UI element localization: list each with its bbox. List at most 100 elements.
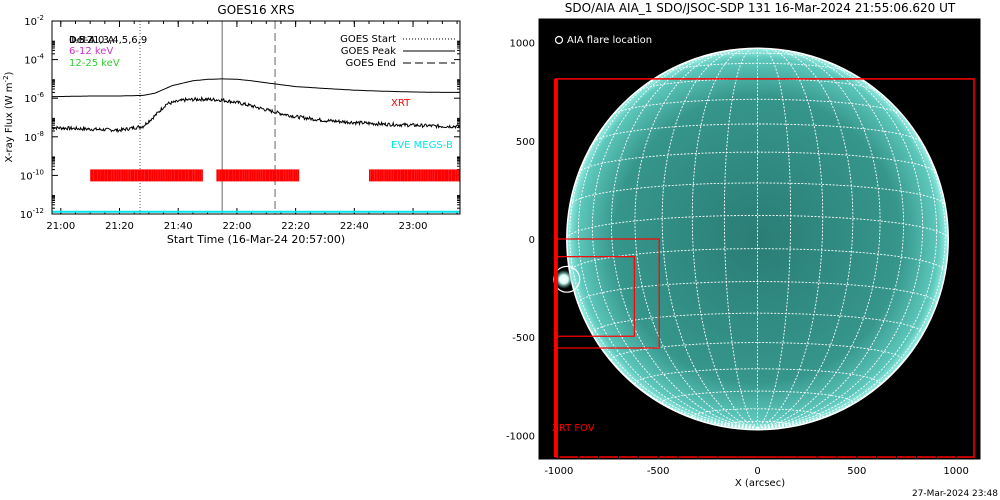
grid-line bbox=[611, 98, 904, 116]
xrt-coverage-tick bbox=[192, 169, 195, 182]
xrt-coverage-tick bbox=[370, 169, 373, 182]
xrt-coverage-tick bbox=[455, 169, 458, 182]
xrt-coverage-tick bbox=[421, 169, 424, 182]
grid-line bbox=[757, 58, 938, 429]
xrt-coverage-tick bbox=[377, 169, 380, 182]
x-tick-label: 21:20 bbox=[105, 221, 134, 232]
xrt-coverage-tick bbox=[239, 169, 242, 182]
xrt-coverage-tick bbox=[120, 169, 122, 182]
xrt-coverage-tick bbox=[290, 169, 293, 182]
xrt-coverage-tick bbox=[418, 169, 421, 182]
marker-legend-peak: GOES Peak bbox=[341, 46, 396, 57]
xrt-coverage-tick bbox=[91, 169, 94, 182]
xrt-coverage-tick bbox=[104, 169, 106, 182]
xrt-coverage-tick bbox=[174, 169, 177, 182]
xrt-coverage-tick bbox=[439, 169, 442, 182]
channel-legend: 0.5-4.0 A 1-8 A Det21,3,4,5,6,9 6-12 keV… bbox=[69, 35, 147, 69]
xrt-coverage-tick bbox=[181, 169, 184, 182]
marker-legend-end: GOES End bbox=[346, 58, 396, 69]
xrt-coverage-tick bbox=[248, 169, 250, 182]
xrt-coverage-tick bbox=[228, 169, 231, 182]
xrt-coverage-tick bbox=[437, 169, 440, 182]
xrt-coverage-tick bbox=[398, 169, 401, 182]
xrt-coverage-tick bbox=[162, 169, 165, 182]
xrt-coverage-tick bbox=[444, 169, 447, 182]
image-y-tick-label: 0 bbox=[529, 235, 535, 246]
event-markers bbox=[139, 21, 276, 214]
left-axis-ticks: 21:00 21:20 21:40 22:00 22:20 22:40 23:00 10-12… bbox=[20, 14, 460, 232]
xrt-coverage-tick bbox=[374, 169, 377, 182]
y-tick-label: 10-2 bbox=[24, 14, 44, 28]
grid-line bbox=[569, 248, 946, 273]
image-x-tick-label: -1000 bbox=[544, 466, 573, 477]
xrt-coverage-tick bbox=[180, 169, 182, 182]
xrt-coverage-tick bbox=[242, 169, 245, 182]
flare-legend-label: AIA flare location bbox=[567, 35, 652, 46]
xrt-coverage-tick bbox=[165, 169, 168, 182]
xrt-coverage-tick bbox=[272, 169, 275, 182]
xrt-coverage-tick bbox=[150, 169, 152, 182]
xrt-coverage-tick bbox=[271, 169, 273, 182]
xrt-coverage-tick bbox=[269, 169, 271, 182]
xrt-coverage-tick bbox=[390, 169, 392, 182]
x-tick-label: 22:00 bbox=[223, 221, 252, 232]
xrt-coverage-tick bbox=[223, 169, 226, 182]
xrt-coverage-tick bbox=[400, 169, 403, 182]
xrt-coverage-tick bbox=[118, 169, 121, 182]
channel-legend-3: 12-25 keV bbox=[69, 58, 120, 69]
xrt-coverage-tick bbox=[121, 169, 124, 182]
xrt-coverage-tick bbox=[130, 169, 133, 182]
xrt-coverage-tick bbox=[278, 169, 280, 182]
xrt-coverage-tick bbox=[397, 169, 399, 182]
timestamp: 27-Mar-2024 23:48 bbox=[912, 489, 998, 499]
xrt-coverage-tick bbox=[139, 169, 142, 182]
xrt-coverage-tick bbox=[279, 169, 282, 182]
xrt-coverage-tick bbox=[157, 169, 159, 182]
xrt-coverage-tick bbox=[295, 169, 298, 182]
series-1-8-a bbox=[52, 78, 460, 98]
xrt-coverage-tick bbox=[246, 169, 249, 182]
xrt-coverage-tick bbox=[285, 169, 287, 182]
grid-line bbox=[577, 281, 938, 304]
xrt-coverage-tick bbox=[286, 169, 289, 182]
xrt-coverage-tick bbox=[201, 169, 203, 182]
xrt-coverage-tick bbox=[111, 169, 114, 182]
y-tick-label: 10-12 bbox=[20, 207, 44, 221]
xrt-coverage-tick bbox=[450, 169, 452, 182]
xrt-coverage-tick bbox=[90, 169, 92, 182]
grid-line bbox=[757, 48, 854, 429]
xrt-coverage-tick bbox=[430, 169, 433, 182]
image-axis-ticks: -1000 -500 0 500 1000 -1000 -500 0 500 1000 bbox=[506, 22, 977, 477]
xrt-coverage-tick bbox=[446, 169, 449, 182]
grid-line bbox=[578, 151, 937, 174]
xrt-coverage-tick bbox=[237, 169, 240, 182]
xrt-coverage-tick bbox=[263, 169, 266, 182]
flare-legend-symbol bbox=[554, 35, 564, 45]
y-axis-label: X-ray Flux (W m-2) bbox=[2, 71, 15, 162]
grid-line bbox=[634, 49, 758, 429]
xrt-coverage-tick bbox=[425, 169, 428, 182]
xrt-coverage-tick bbox=[107, 169, 110, 182]
xrt-coverage-tick bbox=[258, 169, 261, 182]
xrt-coverage-tick bbox=[297, 169, 300, 182]
xrt-coverage-tick bbox=[197, 169, 200, 182]
xrt-coverage-tick bbox=[249, 169, 252, 182]
xrt-coverage-tick bbox=[416, 169, 419, 182]
xrt-coverage-tick bbox=[443, 169, 445, 182]
xrt-coverage-tick bbox=[97, 169, 99, 182]
xrt-coverage-tick bbox=[274, 169, 277, 182]
xrt-coverage-tick bbox=[441, 169, 443, 182]
xrt-coverage-tick bbox=[221, 169, 224, 182]
image-y-tick-label: -500 bbox=[512, 333, 535, 344]
xrt-coverage-tick bbox=[151, 169, 154, 182]
xrt-coverage-tick bbox=[219, 169, 222, 182]
image-x-tick-label: -500 bbox=[647, 466, 670, 477]
xrt-coverage-tick bbox=[434, 169, 436, 182]
xrt-coverage-tick bbox=[187, 169, 189, 182]
xrt-coverage-tick bbox=[127, 169, 129, 182]
image-x-tick-label: 500 bbox=[847, 466, 866, 477]
grid-line bbox=[757, 49, 881, 429]
xrt-coverage-tick bbox=[414, 169, 417, 182]
xrt-coverage-tick bbox=[251, 169, 254, 182]
